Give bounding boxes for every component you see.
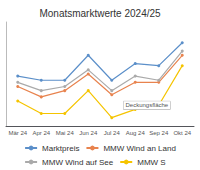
svg-text:Sep 24: Sep 24 [149, 130, 169, 136]
svg-text:MMW S: MMW S [137, 158, 165, 167]
svg-text:Monatsmarktwerte 2024/25: Monatsmarktwerte 2024/25 [39, 8, 161, 19]
svg-text:Jul 24: Jul 24 [104, 130, 121, 136]
svg-text:Mai 24: Mai 24 [56, 130, 75, 136]
svg-text:MMW Wind an Land: MMW Wind an Land [103, 144, 175, 153]
svg-text:Marktpreis: Marktpreis [42, 144, 79, 153]
svg-text:Mär 24: Mär 24 [8, 130, 27, 136]
svg-text:MMW Wind auf See: MMW Wind auf See [42, 158, 114, 167]
svg-text:Jun 24: Jun 24 [79, 130, 98, 136]
svg-text:Okt 24: Okt 24 [173, 130, 191, 136]
svg-text:Aug 24: Aug 24 [126, 130, 146, 136]
svg-text:Deckungsfläche: Deckungsfläche [126, 102, 169, 108]
svg-text:Apr 24: Apr 24 [32, 130, 50, 136]
